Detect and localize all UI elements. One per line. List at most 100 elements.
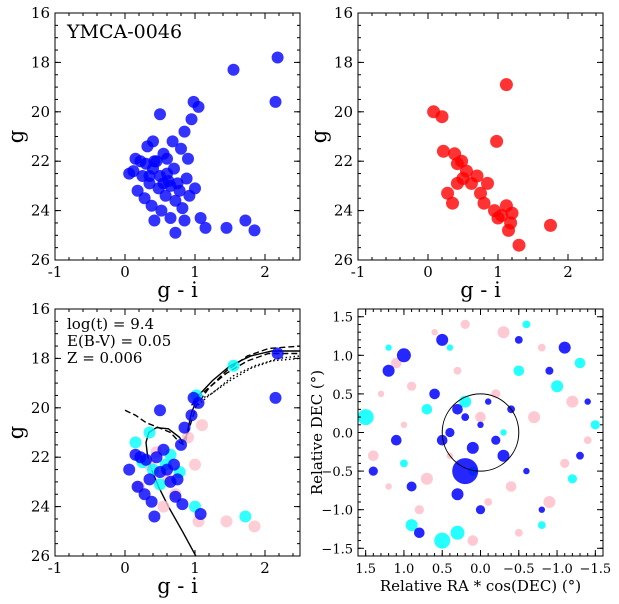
data-point (514, 528, 523, 537)
x-tick-label: −0.5 (503, 562, 535, 577)
data-point (406, 481, 417, 492)
data-point (178, 125, 191, 138)
data-point (148, 214, 161, 227)
data-point (544, 218, 557, 232)
data-point (414, 505, 424, 515)
data-point (227, 359, 240, 372)
chart-panel-3: -1 0 1 2 16 18 20 22 24 26 g - i g log(t) = 9.4E(B-V… (4, 300, 301, 598)
x-tick-label: −1.5 (580, 562, 612, 577)
data-point (513, 365, 525, 377)
data-point (248, 224, 261, 237)
x-axis-label: g - i (460, 278, 501, 302)
data-point (127, 165, 140, 178)
isochrone-line (194, 357, 300, 409)
data-point (445, 427, 455, 438)
data-point (166, 135, 179, 148)
data-point (185, 113, 198, 126)
chart-title: YMCA-0046 (66, 21, 182, 43)
data-point (461, 413, 470, 421)
data-point (157, 177, 170, 190)
data-point (477, 421, 484, 428)
data-point (189, 458, 201, 471)
y-tick-label: 18 (334, 53, 353, 71)
data-point (123, 463, 136, 476)
plot-frame (54, 12, 301, 261)
data-point (192, 396, 205, 409)
data-point (143, 170, 156, 182)
data-point (182, 431, 194, 444)
data-point (450, 525, 465, 540)
data-point (583, 436, 592, 445)
data-point (385, 483, 392, 490)
y-tick-label: 20 (31, 103, 50, 121)
cluster-radius-circle (441, 393, 520, 472)
data-point (538, 506, 545, 513)
x-tick-label: 0.0 (470, 562, 491, 577)
data-point (154, 108, 166, 121)
data-point (159, 189, 172, 202)
data-point (271, 51, 284, 64)
y-tick-label: 24 (334, 202, 353, 220)
data-point (178, 421, 191, 434)
data-point (269, 391, 282, 404)
data-point (171, 473, 184, 486)
y-axis-label: g (4, 130, 28, 143)
data-point (537, 343, 546, 352)
data-point (385, 344, 392, 351)
data-point (499, 78, 513, 92)
data-point (154, 478, 166, 491)
data-point (455, 154, 469, 168)
data-point (391, 434, 402, 446)
data-point (400, 421, 408, 428)
plot-frame (357, 12, 604, 261)
data-point (155, 204, 168, 217)
data-point (239, 214, 252, 227)
data-point (560, 458, 570, 468)
data-point (154, 404, 166, 417)
data-point (436, 333, 449, 346)
x-tick-label: 0 (423, 263, 433, 281)
data-point (551, 380, 564, 393)
data-point (189, 182, 201, 195)
x-tick-label: -1 (48, 263, 63, 281)
data-point (429, 388, 440, 400)
y-tick-label: 26 (334, 251, 353, 269)
data-point (143, 473, 156, 486)
annotation-text: Z = 0.006 (67, 349, 142, 367)
x-tick-label: 2 (563, 263, 573, 281)
y-tick-label: 22 (334, 152, 353, 170)
x-tick-label: 0 (120, 263, 130, 281)
data-point (175, 142, 187, 155)
data-point (157, 443, 170, 456)
data-point (157, 500, 170, 513)
data-point (358, 409, 374, 426)
data-point (434, 532, 451, 549)
y-axis-label: Relative DEC (°) (308, 370, 326, 495)
data-point (173, 184, 186, 197)
plot-area (358, 319, 600, 549)
data-point (567, 474, 578, 484)
data-point (161, 152, 173, 165)
data-point (451, 488, 464, 501)
y-axis-label: g (307, 130, 331, 143)
data-point (194, 508, 207, 520)
data-point (169, 226, 182, 239)
data-point (452, 404, 463, 415)
data-point (528, 411, 541, 424)
data-point (185, 409, 198, 422)
data-point (176, 202, 189, 215)
data-point (466, 441, 479, 454)
annotation-text: log(t) = 9.4 (67, 315, 154, 333)
data-point (182, 152, 194, 165)
y-tick-label: 16 (31, 4, 50, 22)
data-point (414, 527, 425, 539)
data-point (566, 395, 579, 408)
y-tick-label: 20 (334, 103, 353, 121)
data-point (148, 155, 161, 168)
data-point (545, 366, 554, 375)
x-tick-label: 2 (260, 559, 270, 577)
data-point (558, 341, 571, 354)
data-point (405, 519, 418, 532)
